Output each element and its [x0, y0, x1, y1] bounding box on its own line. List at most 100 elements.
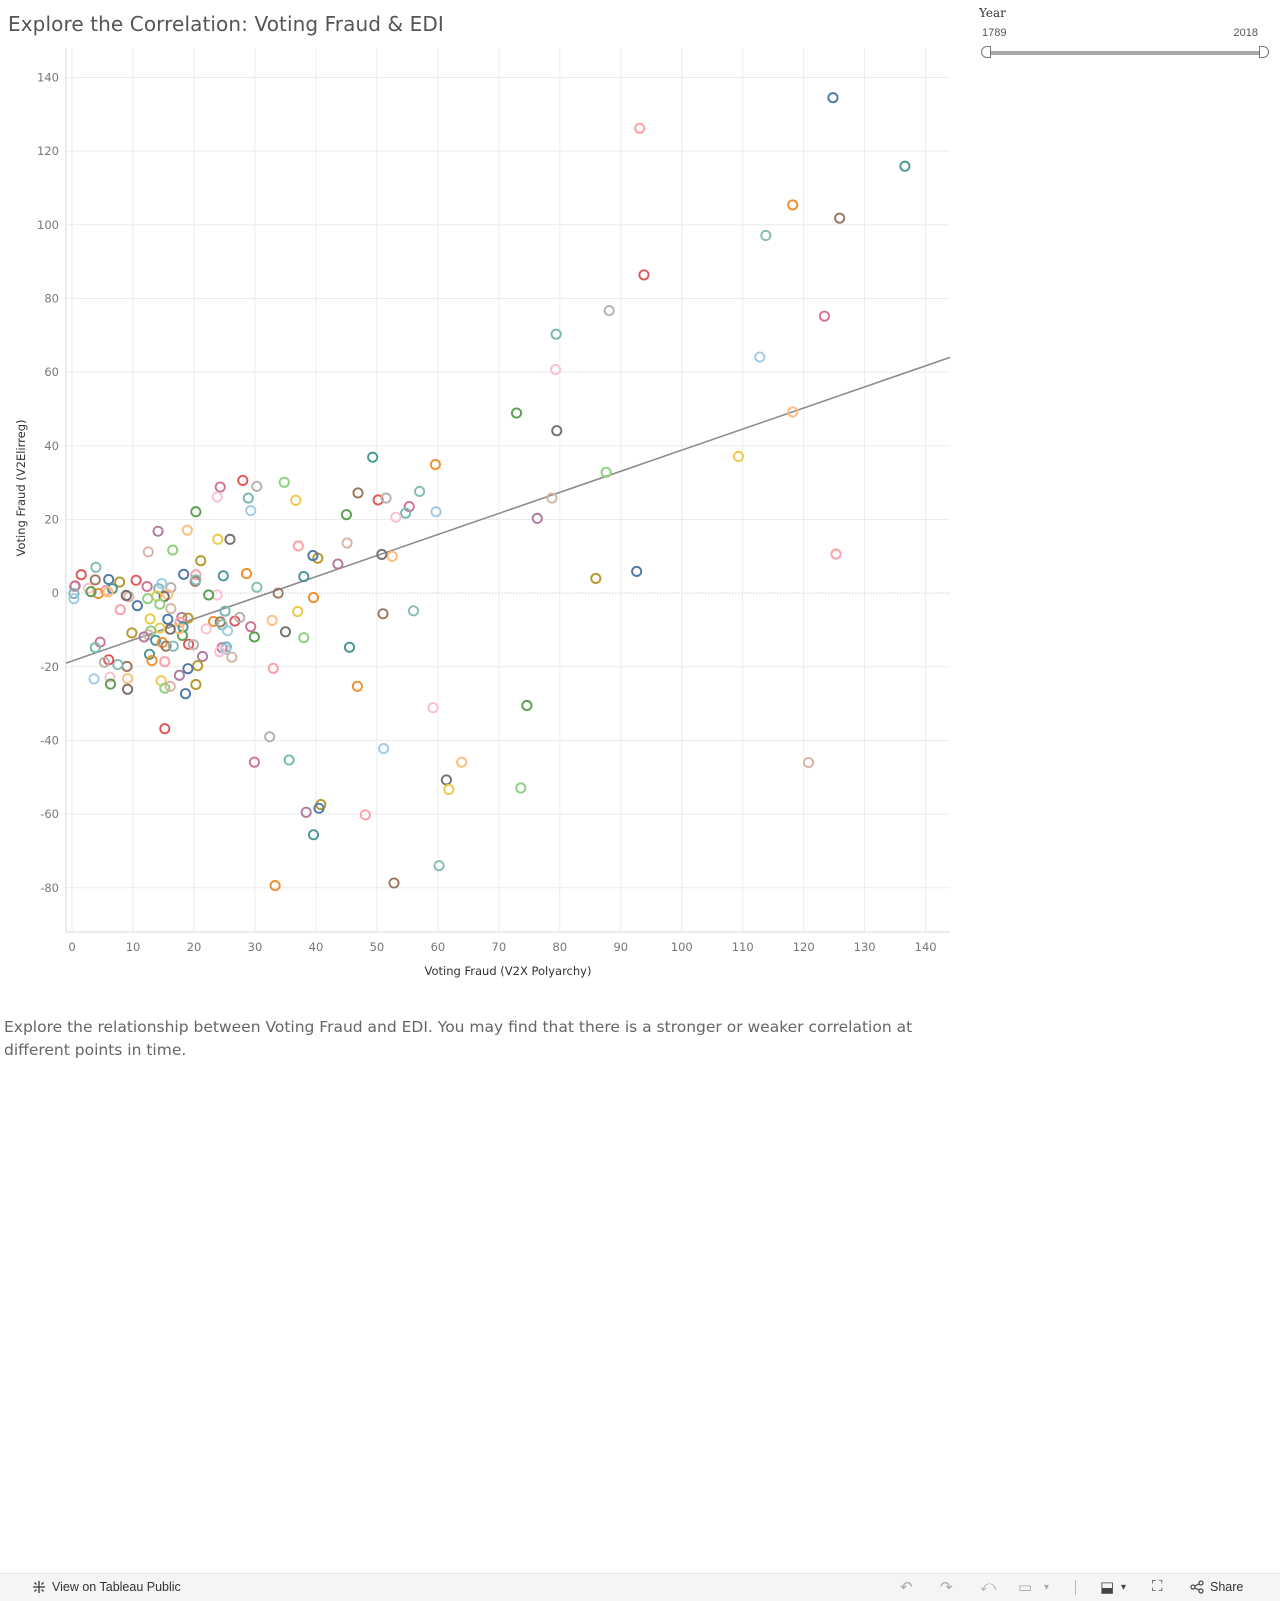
- data-point[interactable]: [173, 669, 185, 681]
- data-point[interactable]: [298, 632, 310, 644]
- data-point[interactable]: [290, 494, 302, 506]
- data-point[interactable]: [98, 656, 110, 668]
- data-point[interactable]: [414, 485, 426, 498]
- data-point[interactable]: [818, 310, 830, 322]
- fullscreen-icon[interactable]: ⛶: [1152, 1578, 1163, 1595]
- data-point[interactable]: [156, 578, 168, 590]
- data-point[interactable]: [550, 328, 562, 340]
- data-point[interactable]: [138, 631, 150, 643]
- data-point[interactable]: [351, 680, 363, 692]
- data-point[interactable]: [240, 568, 253, 580]
- data-point[interactable]: [292, 540, 304, 552]
- data-point[interactable]: [754, 351, 766, 363]
- data-point[interactable]: [899, 160, 911, 172]
- data-point[interactable]: [203, 589, 215, 601]
- year-slider-min-handle[interactable]: [981, 46, 991, 58]
- data-point[interactable]: [214, 646, 226, 658]
- data-point[interactable]: [217, 570, 229, 582]
- scatter-chart[interactable]: 0 10 20 30 40 50 60 70 80 90 100 110 120 130 140 -80 -60…: [0, 40, 960, 1000]
- data-point[interactable]: [190, 574, 202, 586]
- data-point[interactable]: [600, 466, 612, 478]
- data-point[interactable]: [359, 809, 371, 821]
- data-point[interactable]: [248, 756, 260, 768]
- year-slider-track[interactable]: [986, 51, 1264, 55]
- data-point[interactable]: [266, 614, 278, 626]
- data-point[interactable]: [219, 605, 231, 617]
- data-point[interactable]: [283, 754, 295, 766]
- data-point[interactable]: [251, 581, 263, 593]
- data-point[interactable]: [190, 506, 202, 518]
- data-point[interactable]: [179, 688, 192, 700]
- data-point[interactable]: [372, 494, 384, 506]
- data-point[interactable]: [332, 558, 344, 570]
- data-point[interactable]: [200, 623, 212, 635]
- pause-icon[interactable]: ▭: [1018, 1579, 1033, 1596]
- data-point[interactable]: [732, 450, 744, 463]
- data-point[interactable]: [631, 565, 643, 577]
- data-point[interactable]: [220, 643, 232, 656]
- data-point[interactable]: [112, 659, 124, 671]
- data-point[interactable]: [245, 621, 257, 633]
- data-point[interactable]: [386, 550, 398, 562]
- data-point[interactable]: [551, 425, 563, 437]
- pause-dropdown-icon[interactable]: ▾: [1044, 1582, 1050, 1593]
- data-point[interactable]: [222, 625, 234, 637]
- data-point[interactable]: [267, 662, 279, 674]
- data-point[interactable]: [216, 619, 228, 631]
- data-point[interactable]: [378, 743, 390, 755]
- data-point[interactable]: [68, 587, 80, 600]
- data-point[interactable]: [165, 603, 177, 615]
- data-point[interactable]: [197, 650, 209, 663]
- data-point[interactable]: [430, 506, 442, 518]
- data-point[interactable]: [130, 574, 142, 586]
- data-point[interactable]: [590, 572, 602, 584]
- data-point[interactable]: [89, 574, 101, 586]
- data-point[interactable]: [164, 623, 176, 635]
- year-slider-max-handle[interactable]: [1259, 46, 1269, 58]
- data-point[interactable]: [550, 364, 562, 376]
- data-point[interactable]: [400, 507, 412, 519]
- data-point[interactable]: [192, 660, 204, 672]
- data-point[interactable]: [211, 491, 223, 503]
- data-point[interactable]: [376, 548, 388, 561]
- data-point[interactable]: [150, 634, 162, 646]
- view-on-tableau-public-link[interactable]: View on Tableau Public: [32, 1580, 181, 1594]
- data-point[interactable]: [298, 571, 310, 583]
- data-point[interactable]: [834, 212, 846, 224]
- data-point[interactable]: [407, 605, 420, 617]
- data-point[interactable]: [190, 678, 202, 691]
- data-point[interactable]: [143, 648, 156, 660]
- data-point[interactable]: [427, 702, 439, 714]
- data-point[interactable]: [187, 639, 199, 651]
- data-point[interactable]: [152, 525, 164, 537]
- data-point[interactable]: [164, 680, 176, 692]
- data-point[interactable]: [126, 627, 138, 639]
- data-point[interactable]: [343, 641, 356, 653]
- data-point[interactable]: [242, 492, 254, 504]
- data-point[interactable]: [144, 613, 156, 625]
- data-point[interactable]: [234, 611, 246, 623]
- data-point[interactable]: [830, 548, 842, 560]
- data-point[interactable]: [224, 533, 236, 545]
- data-point[interactable]: [104, 678, 117, 690]
- data-point[interactable]: [279, 626, 292, 638]
- data-point[interactable]: [159, 656, 171, 668]
- redo-icon[interactable]: ↷: [940, 1579, 953, 1596]
- data-point[interactable]: [182, 638, 195, 650]
- data-point[interactable]: [278, 476, 290, 488]
- data-point[interactable]: [787, 199, 799, 211]
- data-point[interactable]: [181, 524, 193, 536]
- data-point[interactable]: [251, 480, 263, 492]
- data-point[interactable]: [787, 406, 799, 418]
- data-point[interactable]: [272, 587, 284, 599]
- data-point[interactable]: [341, 537, 353, 549]
- revert-icon[interactable]: ⤺: [980, 1578, 997, 1595]
- data-point[interactable]: [264, 731, 276, 743]
- data-point[interactable]: [142, 593, 154, 605]
- data-point[interactable]: [122, 673, 134, 685]
- undo-icon[interactable]: ↶: [900, 1579, 913, 1596]
- data-point[interactable]: [122, 683, 134, 695]
- data-point[interactable]: [377, 608, 389, 620]
- data-point[interactable]: [237, 474, 249, 486]
- data-point[interactable]: [146, 654, 158, 667]
